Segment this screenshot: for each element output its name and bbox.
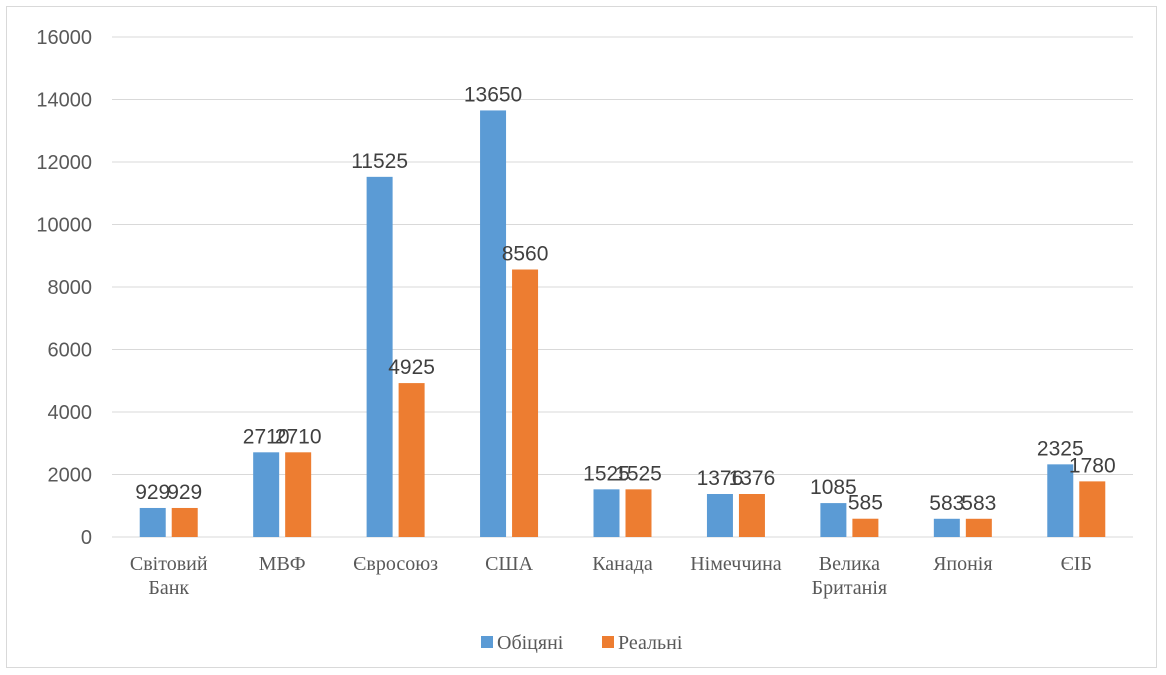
legend-swatch	[602, 636, 614, 648]
x-tick-label: ЄІБ	[1061, 553, 1092, 575]
data-label: 1376	[697, 467, 744, 490]
bar-realni	[398, 383, 425, 537]
y-tick-label: 14000	[36, 90, 92, 112]
gridlines	[112, 36, 1133, 538]
x-tick-label: Канада	[592, 553, 653, 575]
x-tick-label: Світовий	[130, 553, 208, 575]
y-tick-label: 4000	[48, 402, 93, 424]
x-tick-label: Німеччина	[690, 553, 782, 575]
bar-realni	[285, 452, 312, 537]
x-tick-label: Велика	[819, 553, 880, 575]
x-tick-label: МВФ	[259, 553, 306, 575]
chart-frame	[6, 6, 1157, 668]
data-label: 1525	[583, 462, 630, 485]
data-label: 1780	[1069, 454, 1116, 477]
y-tick-label: 16000	[36, 27, 92, 49]
data-label: 2325	[1037, 437, 1084, 460]
bar-obitsiani	[820, 503, 847, 537]
bar-obitsiani	[593, 489, 620, 537]
data-label: 2710	[243, 425, 290, 448]
legend: Обіцяні Реальні	[481, 632, 683, 654]
bar-realni	[625, 489, 652, 537]
y-tick-label: 12000	[36, 152, 92, 174]
bar-realni	[1079, 481, 1106, 537]
data-label: 929	[135, 481, 170, 504]
bar-realni	[171, 507, 198, 537]
data-label: 1085	[810, 476, 857, 499]
legend-label: Обіцяні	[497, 632, 564, 654]
data-label: 13650	[464, 83, 522, 106]
bar-realni	[852, 518, 879, 537]
data-label: 2710	[275, 425, 322, 448]
legend-label: Реальні	[618, 632, 683, 654]
x-tick-label: Банк	[148, 577, 189, 599]
y-tick-label: 6000	[48, 340, 93, 362]
data-label: 583	[929, 492, 964, 515]
data-label: 585	[848, 492, 883, 515]
bar-obitsiani	[706, 494, 733, 537]
y-tick-label: 8000	[48, 277, 93, 299]
data-label: 929	[167, 481, 202, 504]
x-tick-label: Євросоюз	[353, 553, 438, 575]
data-label: 1525	[615, 462, 662, 485]
bar-realni	[965, 518, 992, 537]
x-tick-label: Японія	[933, 553, 993, 575]
data-label: 4925	[388, 356, 435, 379]
x-tick-label: Британія	[812, 577, 888, 599]
y-axis-ticks: 0 2000 4000 6000 8000 10000 12000 14000 16000	[36, 27, 92, 549]
bar-obitsiani	[1047, 464, 1074, 537]
bar-obitsiani	[480, 110, 507, 537]
bar-realni	[738, 494, 765, 537]
data-label: 583	[961, 492, 996, 515]
data-label: 1376	[729, 467, 776, 490]
x-tick-label: США	[485, 553, 534, 575]
data-label: 8560	[502, 243, 549, 266]
data-label: 11525	[351, 150, 408, 173]
bar-realni	[512, 269, 539, 537]
legend-swatch	[481, 636, 493, 648]
bars	[139, 110, 1106, 537]
y-tick-label: 0	[81, 527, 92, 549]
bar-obitsiani	[366, 176, 393, 537]
bar-obitsiani	[933, 518, 960, 537]
y-tick-label: 10000	[36, 215, 92, 237]
bar-obitsiani	[253, 452, 280, 537]
bar-obitsiani	[139, 507, 166, 537]
y-tick-label: 2000	[48, 465, 93, 487]
